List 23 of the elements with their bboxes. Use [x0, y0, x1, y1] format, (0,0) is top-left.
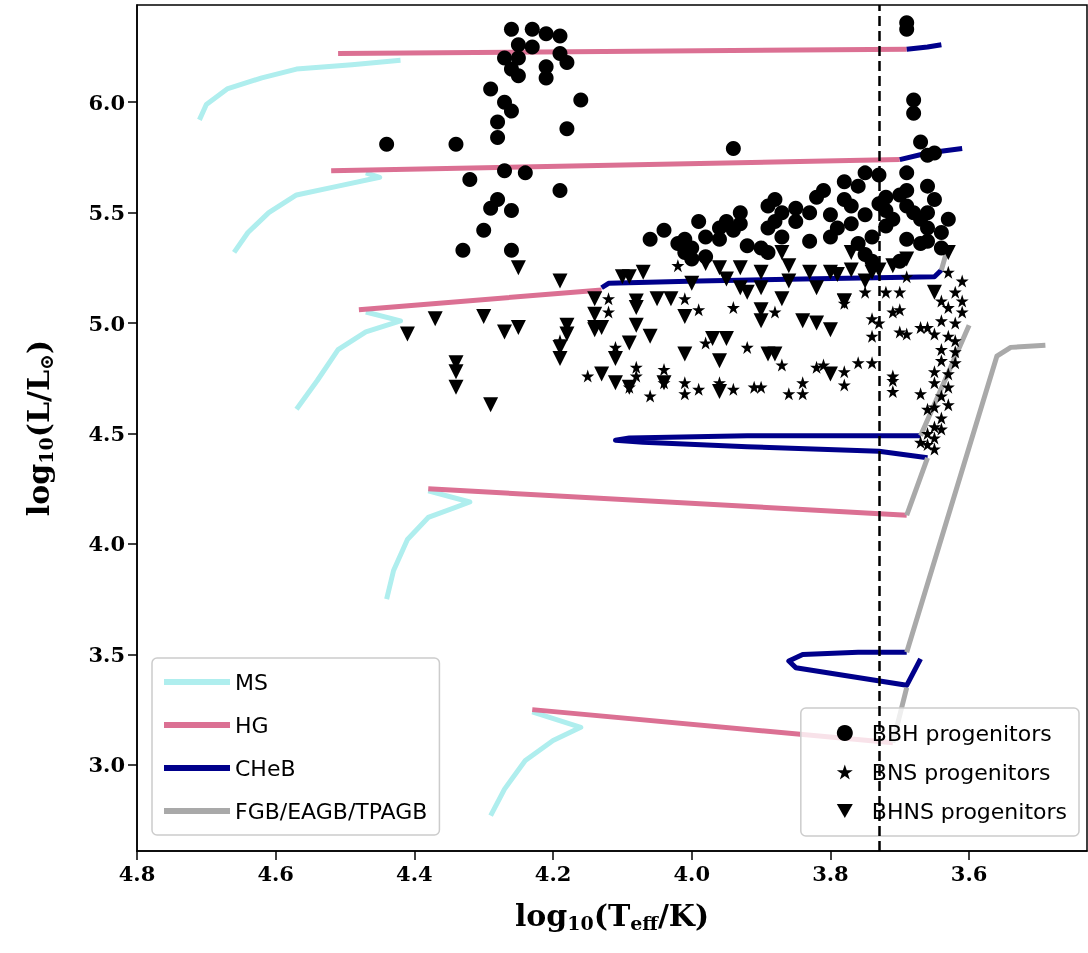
y-tick-label: 4.0 — [88, 531, 125, 557]
x-tick-label: 3.6 — [950, 861, 988, 886]
legend-label: BNS progenitors — [871, 759, 1051, 785]
legend-label: FGB/EAGB/TPAGB — [235, 798, 428, 824]
legend-label: MS — [235, 669, 268, 695]
y-axis-title: log10(L/L⊙) — [21, 339, 57, 517]
y-tick-label: 5.5 — [88, 200, 125, 226]
legend-label: CHeB — [235, 755, 296, 781]
y-tick-label: 3.0 — [88, 752, 125, 778]
x-tick-label: 3.8 — [812, 861, 849, 886]
x-tick-label: 4.8 — [118, 861, 156, 886]
legend-label: BHNS progenitors — [871, 798, 1067, 824]
x-tick-label: 4.0 — [673, 861, 711, 886]
y-tick-label: 6.0 — [88, 89, 125, 115]
legend-label: HG — [235, 712, 269, 738]
x-tick-label: 4.6 — [257, 861, 294, 886]
x-axis-title: log10(Teff/K) — [514, 898, 710, 934]
legend-label: BBH progenitors — [871, 720, 1052, 746]
y-tick-label: 3.5 — [88, 641, 125, 667]
x-tick-label: 4.2 — [534, 861, 572, 886]
y-tick-label: 4.5 — [88, 421, 125, 447]
x-tick-label: 4.4 — [396, 861, 433, 886]
y-tick-label: 5.0 — [88, 310, 125, 336]
